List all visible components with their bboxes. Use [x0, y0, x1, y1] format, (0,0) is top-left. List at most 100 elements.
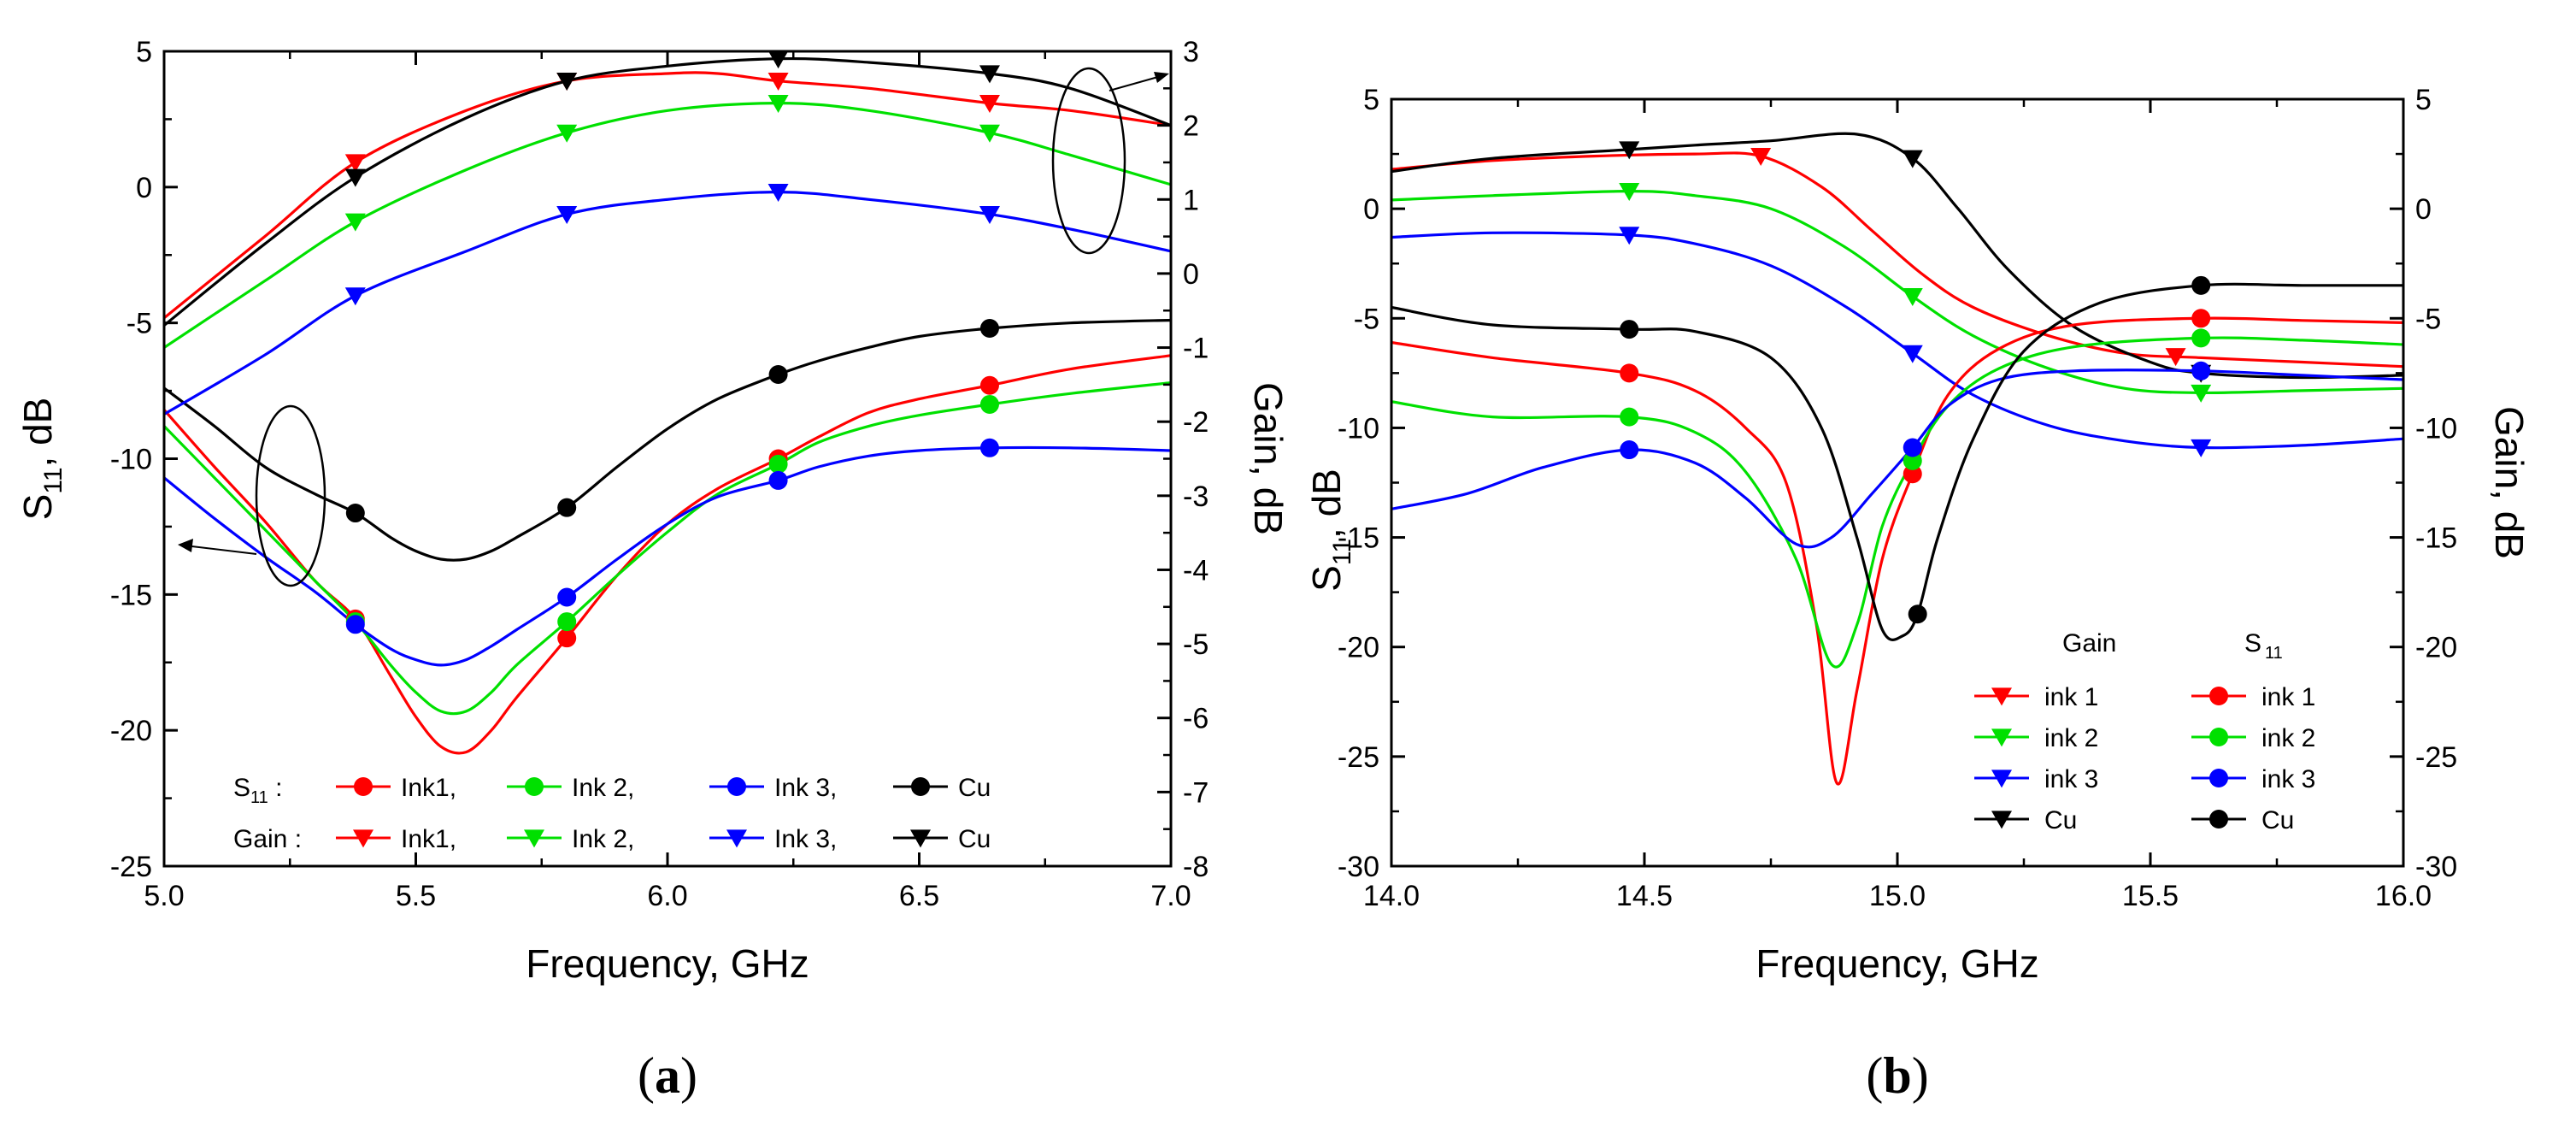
y-left-tick-label: -5 — [126, 308, 152, 340]
legend-b-gain-label-0: ink 1 — [2044, 683, 2098, 711]
series-5-marker-2 — [2191, 328, 2211, 348]
series-2-marker-2 — [2191, 439, 2212, 457]
y-right-tick-label: -20 — [2415, 632, 2457, 664]
x-axis-label: Frequency, GHz — [1756, 941, 2038, 986]
series-5-marker-0 — [344, 213, 366, 232]
legend-b-s11-3-marker — [2209, 810, 2228, 829]
y-right-tick-label: -1 — [1183, 333, 1209, 365]
legend-b-gain-label-3: Cu — [2044, 806, 2077, 834]
series-6-marker-3 — [979, 206, 1000, 224]
y-right-tick-label: -2 — [1183, 406, 1209, 439]
series-2-marker-1 — [1902, 345, 1923, 363]
series-3-marker-2 — [768, 365, 788, 385]
series-7-marker-0 — [344, 168, 366, 187]
legend-s11-title: S 11 — [2244, 629, 2283, 663]
series-6-marker-2 — [2191, 361, 2211, 380]
y-right-axis-label: Gain, dB — [1246, 382, 1291, 535]
chart-a: 5.0 5.5 6.0 6.5 7.0-25-20-15-10-505-8-7-6-5-… — [15, 36, 1291, 1104]
series-4-marker-1 — [1903, 464, 1922, 484]
y-left-tick-label: -15 — [1338, 522, 1379, 555]
series-3-marker-0 — [1619, 141, 1640, 160]
y-right-tick-label: -10 — [2415, 412, 2457, 445]
series-5-marker-2 — [768, 95, 789, 114]
series-1-marker-2 — [2191, 384, 2212, 403]
legend-b: Gain S 11 ink 1 ink 2 ink 3 Cu ink 1 ink 2 ink 3 C… — [1974, 629, 2315, 834]
x-tick-label: 7.0 — [1150, 880, 1191, 912]
x-tick-label: 5.5 — [396, 880, 436, 912]
legend-b-s11-0-marker — [2209, 687, 2228, 705]
series-3-marker-1 — [557, 498, 577, 517]
series-group — [1391, 132, 2403, 786]
series-7-marker-3 — [979, 65, 1000, 84]
y-right-tick-label: -5 — [1183, 628, 1209, 661]
legend-gain-label-2: Ink 3, — [774, 825, 837, 853]
series-7-marker-2 — [2191, 275, 2211, 295]
legend-s11-1-marker — [525, 777, 544, 796]
series-line-6 — [164, 191, 1171, 416]
legend-b-s11-label-1: ink 2 — [2261, 724, 2315, 752]
legend-b-gain-label-2: ink 3 — [2044, 765, 2098, 793]
legend-s11-label-0: Ink1, — [401, 774, 456, 802]
series-5-marker-3 — [979, 124, 1000, 143]
y-right-tick-label: -25 — [2415, 741, 2457, 774]
series-7-marker-0 — [1620, 320, 1639, 339]
y-left-tick-label: -20 — [1338, 632, 1379, 664]
legend-b-gain-3-marker — [1991, 811, 2012, 829]
series-6-marker-2 — [768, 184, 789, 203]
series-2-marker-3 — [979, 438, 999, 457]
y-left-tick-label: -20 — [110, 715, 152, 747]
series-2-marker-0 — [345, 615, 365, 634]
gain-arrow — [1109, 74, 1165, 91]
y-left-tick-label: 5 — [1363, 84, 1379, 116]
series-line-4 — [1391, 316, 2403, 786]
series-line-5 — [164, 102, 1171, 349]
series-line-6 — [1391, 369, 2403, 549]
legend-b-s11-label-2: ink 3 — [2261, 765, 2315, 793]
plot-frame — [1390, 97, 2405, 868]
y-left-axis-label: S11, dB — [1304, 469, 1356, 592]
series-1-marker-2 — [768, 454, 788, 474]
legend-b-gain-1-marker — [1991, 728, 2012, 747]
series-3-marker-1 — [1902, 150, 1923, 168]
legend-s11-label-1: Ink 2, — [572, 774, 634, 802]
y-left-tick-label: -10 — [110, 444, 152, 476]
s11-arrowhead — [178, 539, 193, 552]
series-0-marker-1 — [2165, 348, 2186, 367]
y-left-tick-label: 0 — [1363, 193, 1379, 226]
series-5-marker-1 — [556, 124, 578, 143]
series-line-1 — [164, 381, 1171, 716]
series-0-marker-1 — [557, 628, 577, 648]
series-line-2 — [1391, 231, 2403, 450]
y-left-tick-label: 0 — [136, 172, 152, 204]
y-left-tick-label: -25 — [1338, 741, 1379, 774]
series-4-marker-0 — [344, 154, 366, 173]
annotation-group — [178, 67, 1169, 587]
legend-s11-2-marker — [727, 777, 746, 796]
x-tick-label: 15.5 — [2122, 880, 2179, 912]
series-group — [164, 56, 1171, 755]
y-right-tick-label: 0 — [1183, 258, 1199, 291]
y-right-axis-label: Gain, dB — [2487, 406, 2532, 559]
series-3-marker-0 — [345, 504, 365, 523]
chart-b: 14.0 14.5 15.0 15.5 16.0-30-25-20-15-10-505-… — [1304, 84, 2532, 1104]
series-4-marker-2 — [768, 73, 789, 91]
y-left-tick-label: -25 — [110, 851, 152, 883]
series-line-0 — [1391, 151, 2403, 369]
y-right-tick-label: 2 — [1183, 110, 1199, 143]
legend-gain-label-3: Cu — [958, 825, 991, 853]
y-left-tick-label: -10 — [1338, 412, 1379, 445]
series-6-marker-0 — [1620, 440, 1639, 460]
x-tick-label: 6.5 — [899, 880, 939, 912]
s11-ellipse — [255, 404, 326, 587]
x-tick-label: 15.0 — [1869, 880, 1926, 912]
y-left-tick-label: -5 — [1354, 303, 1379, 335]
y-right-tick-label: -4 — [1183, 554, 1209, 587]
legend-s11-label-3: Cu — [958, 774, 991, 802]
legend-a: S11 : Ink1, Ink 2, Ink 3, Cu Gain : Ink1, Ink 2… — [233, 774, 991, 853]
gain-ellipse — [1051, 67, 1126, 255]
x-tick-label: 14.0 — [1363, 880, 1420, 912]
subfigure-caption: (b) — [1866, 1047, 1928, 1104]
subfigure-caption: (a) — [638, 1047, 697, 1104]
y-right-tick-label: -7 — [1183, 776, 1209, 809]
legend-gain-1-marker — [524, 829, 544, 848]
